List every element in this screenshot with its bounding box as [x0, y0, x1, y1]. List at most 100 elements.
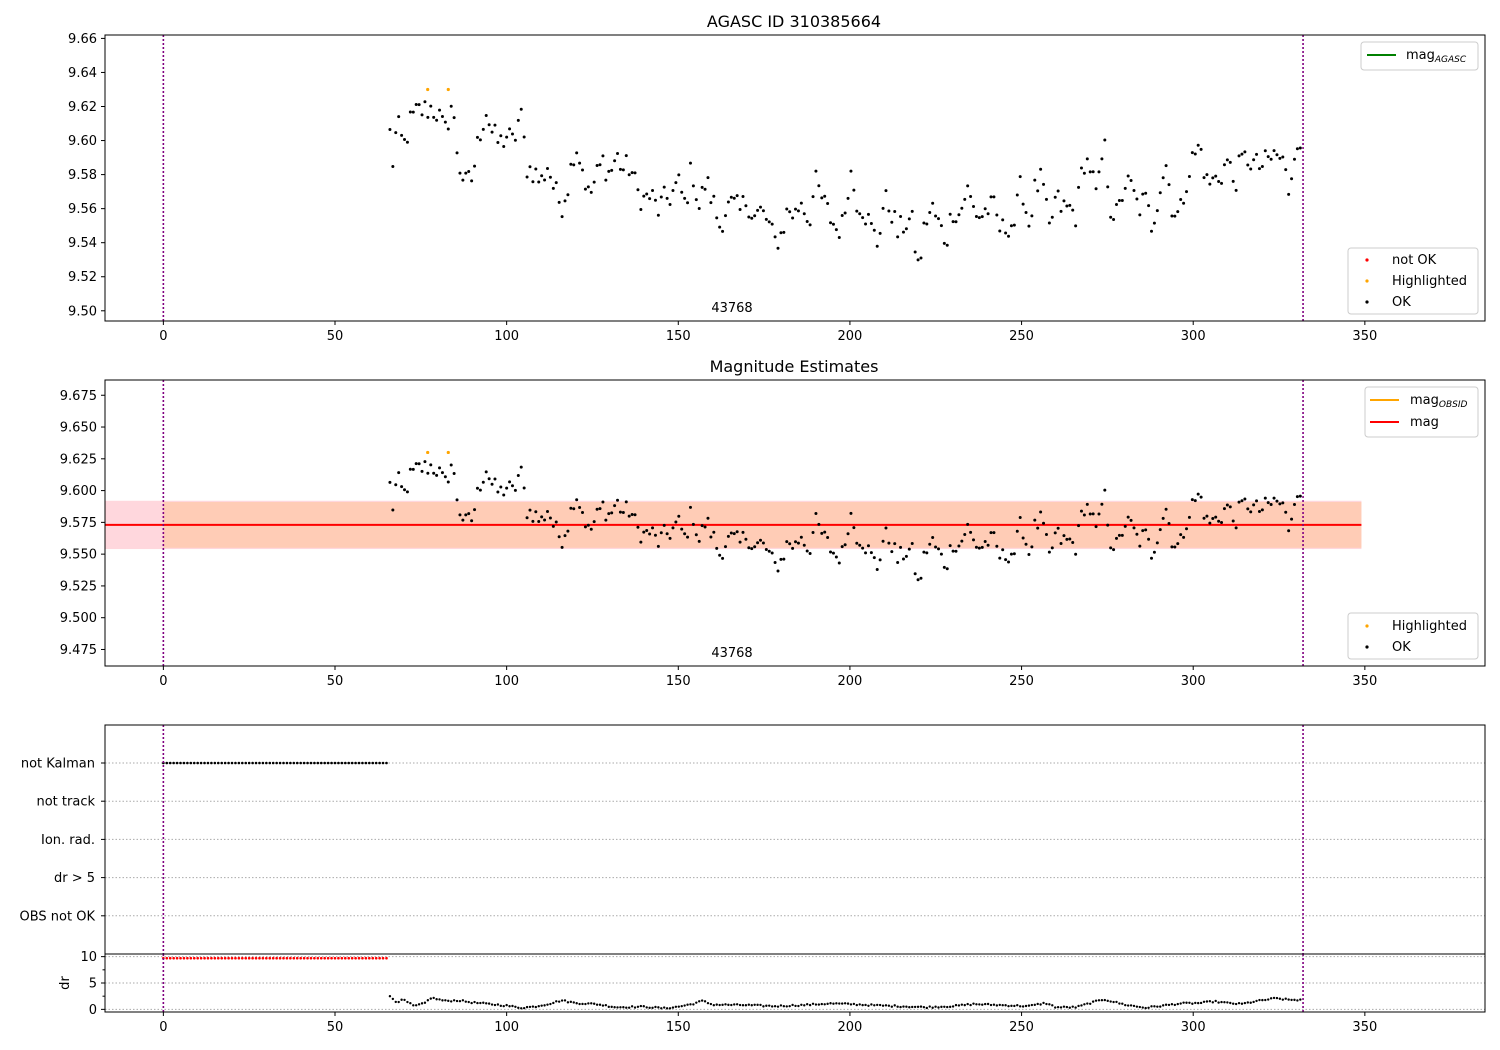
- dr-ok-point: [1188, 1001, 1191, 1005]
- dr-ok-point: [581, 1002, 584, 1006]
- ok-point: [910, 209, 914, 213]
- dr-ok-point: [540, 1004, 543, 1007]
- dr-ok-point: [785, 1005, 788, 1008]
- legend-sub-obsid: OBSID: [1439, 400, 1468, 410]
- ok-point: [1071, 208, 1075, 212]
- ok-point: [1243, 497, 1247, 501]
- flag-point: [285, 761, 289, 765]
- panel2-title: Magnitude Estimates: [710, 357, 879, 376]
- flag-point: [258, 761, 261, 765]
- ok-point: [496, 490, 500, 494]
- ok-point: [1056, 189, 1060, 193]
- ok-point: [569, 162, 573, 166]
- ok-point: [636, 188, 640, 192]
- ok-point: [581, 168, 585, 172]
- ok-point: [759, 205, 762, 209]
- flag-point: [241, 761, 244, 765]
- flag-point: [227, 761, 230, 765]
- ok-point: [1196, 143, 1200, 147]
- ok-point: [440, 114, 444, 118]
- ok-point: [1193, 499, 1197, 503]
- ok-point: [1039, 510, 1043, 514]
- dr-not-ok-point: [354, 956, 357, 960]
- legend-label-mag: mag: [1410, 415, 1439, 430]
- ok-point: [852, 188, 856, 192]
- ok-point: [1284, 510, 1288, 514]
- dr-ok-point: [645, 1006, 648, 1009]
- dr-ok-point: [814, 1003, 818, 1006]
- y-tick-label: 9.600: [60, 484, 97, 499]
- panel2-annotation: 43768: [711, 646, 752, 661]
- highlighted-point: [426, 450, 430, 455]
- dr-ok-point: [1150, 1005, 1153, 1008]
- ok-point: [1071, 541, 1075, 545]
- legend-label-highlighted: Highlighted: [1392, 274, 1467, 289]
- dr-ok-point: [633, 1006, 637, 1009]
- panel2-legend-lower: Highlighted OK: [1347, 612, 1479, 660]
- ok-point: [627, 514, 631, 518]
- ok-point: [1170, 214, 1174, 218]
- ok-point: [723, 214, 727, 218]
- ok-point: [811, 530, 815, 534]
- dr-ok-point: [1214, 999, 1217, 1003]
- ok-point: [1120, 198, 1124, 202]
- ok-point: [1152, 550, 1156, 554]
- dr-ok-point: [607, 1005, 610, 1009]
- ok-point: [1240, 499, 1244, 503]
- ok-point: [782, 557, 786, 561]
- ok-point: [642, 530, 646, 534]
- dr-ok-point: [788, 1004, 791, 1008]
- dr-ok-point: [808, 1003, 812, 1007]
- dr-ok-point: [951, 1005, 955, 1008]
- ok-point: [1182, 535, 1186, 539]
- ok-point: [1243, 150, 1247, 154]
- ok-point: [671, 188, 675, 192]
- ok-point: [1290, 517, 1294, 521]
- ok-point: [840, 214, 844, 218]
- ok-point: [855, 209, 859, 213]
- category-label: dr > 5: [54, 871, 95, 886]
- ok-point: [855, 541, 859, 545]
- ok-point: [791, 546, 795, 550]
- dr-ok-point: [1293, 998, 1296, 1002]
- dr-ok-point: [928, 1005, 931, 1008]
- dr-ok-point: [546, 1003, 549, 1006]
- ok-point: [1217, 519, 1221, 523]
- flag-point: [323, 761, 327, 765]
- ok-point: [948, 544, 952, 548]
- ok-point: [837, 561, 841, 565]
- dr-not-ok-point: [206, 956, 210, 960]
- ok-point: [1173, 214, 1177, 218]
- x-tick-label: 350: [1352, 1020, 1377, 1035]
- dr-ok-point: [1126, 1004, 1130, 1007]
- ok-point: [899, 215, 903, 219]
- ok-point: [1033, 518, 1037, 522]
- y-tick-label: 9.66: [68, 32, 97, 47]
- dr-ok-point: [517, 1006, 520, 1010]
- ok-point: [1012, 223, 1016, 227]
- ok-point: [543, 178, 547, 182]
- x-tick-label: 300: [1181, 329, 1206, 344]
- dr-ok-point: [394, 1000, 397, 1004]
- flag-point: [333, 761, 337, 765]
- flag-point: [295, 761, 299, 765]
- ok-point: [443, 120, 447, 124]
- ok-point: [604, 178, 608, 182]
- dr-ok-point: [712, 1004, 716, 1007]
- dr-ok-point: [867, 1004, 870, 1007]
- ok-point: [1295, 495, 1299, 499]
- ok-point: [1027, 553, 1031, 557]
- ok-point: [1249, 510, 1253, 514]
- ok-point: [589, 190, 593, 194]
- ok-point: [633, 171, 637, 175]
- flag-point: [168, 761, 172, 765]
- dr-ok-point: [1170, 1002, 1174, 1006]
- ok-point: [411, 110, 415, 114]
- ok-point: [1091, 170, 1095, 174]
- ok-point: [723, 545, 727, 549]
- ok-point: [1298, 494, 1302, 498]
- flag-point: [326, 761, 330, 765]
- ok-point: [1117, 199, 1121, 203]
- ok-point: [998, 229, 1002, 233]
- ok-point: [916, 258, 920, 262]
